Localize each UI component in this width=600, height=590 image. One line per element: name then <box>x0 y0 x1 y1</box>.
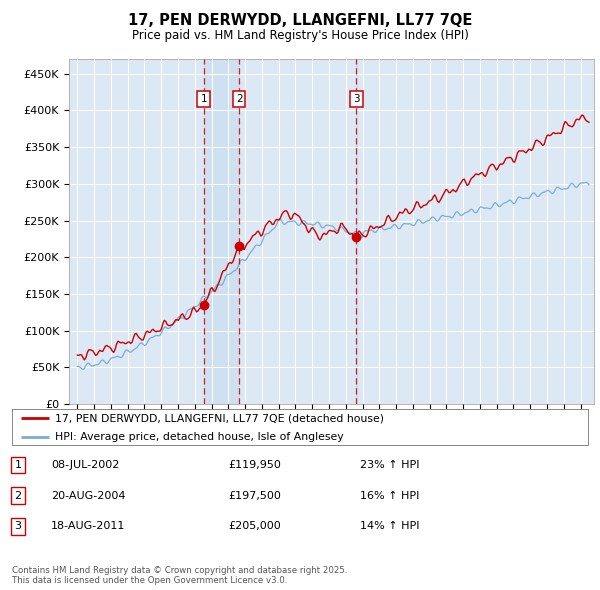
Text: Contains HM Land Registry data © Crown copyright and database right 2025.
This d: Contains HM Land Registry data © Crown c… <box>12 566 347 585</box>
Text: 2: 2 <box>14 491 22 500</box>
Text: Price paid vs. HM Land Registry's House Price Index (HPI): Price paid vs. HM Land Registry's House … <box>131 30 469 42</box>
Text: 17, PEN DERWYDD, LLANGEFNI, LL77 7QE: 17, PEN DERWYDD, LLANGEFNI, LL77 7QE <box>128 13 472 28</box>
Text: £119,950: £119,950 <box>228 460 281 470</box>
Text: 14% ↑ HPI: 14% ↑ HPI <box>360 522 419 531</box>
Text: 16% ↑ HPI: 16% ↑ HPI <box>360 491 419 500</box>
Text: 1: 1 <box>14 460 22 470</box>
Text: 3: 3 <box>353 94 359 104</box>
Text: 23% ↑ HPI: 23% ↑ HPI <box>360 460 419 470</box>
Text: HPI: Average price, detached house, Isle of Anglesey: HPI: Average price, detached house, Isle… <box>55 432 344 442</box>
Text: £205,000: £205,000 <box>228 522 281 531</box>
Text: 20-AUG-2004: 20-AUG-2004 <box>51 491 125 500</box>
Bar <box>356 59 357 404</box>
Text: £197,500: £197,500 <box>228 491 281 500</box>
Text: 2: 2 <box>236 94 242 104</box>
Text: 3: 3 <box>14 522 22 531</box>
Bar <box>203 59 239 404</box>
Text: 1: 1 <box>200 94 207 104</box>
Text: 08-JUL-2002: 08-JUL-2002 <box>51 460 119 470</box>
Text: 17, PEN DERWYDD, LLANGEFNI, LL77 7QE (detached house): 17, PEN DERWYDD, LLANGEFNI, LL77 7QE (de… <box>55 413 384 423</box>
Text: 18-AUG-2011: 18-AUG-2011 <box>51 522 125 531</box>
